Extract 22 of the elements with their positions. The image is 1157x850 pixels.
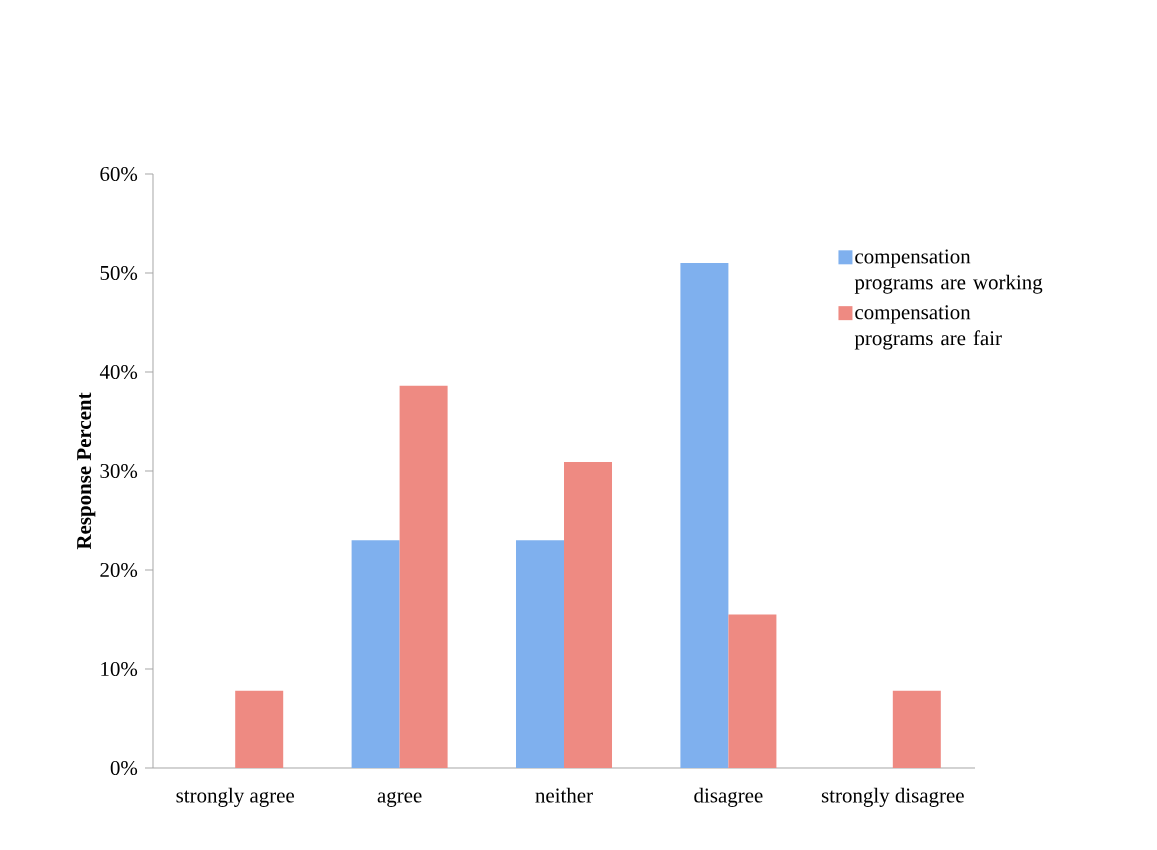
y-tick-label: 30%	[100, 463, 138, 479]
x-tick-label: disagree	[694, 787, 763, 807]
y-tick-label: 20%	[100, 562, 138, 578]
x-tick-label: neither	[535, 787, 593, 803]
bar	[516, 540, 564, 768]
y-tick-label: 60%	[100, 166, 138, 182]
y-tick-label: 10%	[101, 661, 138, 677]
y-axis-title: Response Percent	[77, 392, 96, 550]
legend-label: compensation programs are fair	[854, 305, 1002, 350]
y-tick-label: 0%	[110, 760, 138, 776]
bar	[235, 690, 284, 768]
bar	[351, 540, 400, 768]
bar	[399, 385, 448, 768]
y-tick-label: 50%	[100, 265, 138, 281]
x-tick-label: strongly disagree	[821, 787, 964, 807]
x-tick-label: agree	[377, 791, 422, 807]
bar	[728, 614, 777, 768]
bar	[564, 462, 613, 768]
bar	[892, 690, 941, 768]
bar	[680, 263, 729, 768]
y-tick-label: 40%	[99, 364, 138, 380]
x-tick-label: strongly agree	[176, 787, 295, 807]
